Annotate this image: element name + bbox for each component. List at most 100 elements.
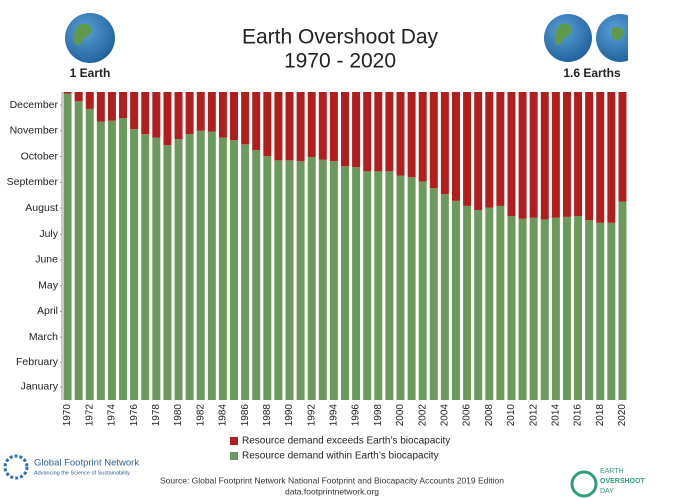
- bar-segment: [74, 101, 83, 400]
- source: Source: Global Footprint Network Nationa…: [160, 475, 504, 485]
- bar-segment: [63, 93, 72, 400]
- bar-segment: [585, 92, 594, 221]
- bar-segment: [562, 216, 571, 400]
- x-tick-label: 1976: [129, 404, 140, 427]
- bar-segment: [618, 201, 627, 400]
- bar-segment: [85, 108, 94, 400]
- bar-segment: [63, 92, 72, 94]
- bar-segment: [529, 217, 538, 400]
- bar-segment: [574, 216, 583, 400]
- bar-segment: [119, 118, 128, 400]
- x-tick-label: 1982: [195, 404, 206, 427]
- y-tick-label: October: [21, 150, 59, 162]
- bar-segment: [540, 92, 549, 220]
- bar-segment: [163, 145, 172, 400]
- bar-segment: [429, 188, 438, 400]
- logo-text: Advancing the Science of Sustainability: [34, 470, 130, 476]
- bar-segment: [196, 92, 205, 131]
- bar-segment: [440, 194, 449, 400]
- x-tick-label: 2014: [551, 404, 562, 427]
- y-tick-label: February: [16, 356, 59, 368]
- logo-text: Global Footprint Network: [34, 458, 139, 469]
- bar-segment: [218, 137, 227, 400]
- bar-segment: [585, 220, 594, 400]
- bar-segment: [252, 92, 261, 151]
- logo: [3, 454, 598, 498]
- y-tick-label: December: [10, 99, 59, 111]
- x-tick-label: 2000: [395, 404, 406, 427]
- globe-label: 1.6 Earths: [563, 66, 621, 80]
- x-tick-label: 1998: [373, 404, 384, 427]
- bar-segment: [551, 92, 560, 218]
- y-tick-label: August: [25, 202, 58, 214]
- bar-segment: [318, 92, 327, 160]
- x-tick-label: 2008: [484, 404, 495, 427]
- bar-segment: [296, 161, 305, 400]
- bar-segment: [385, 171, 394, 400]
- y-tick-label: May: [38, 279, 59, 291]
- bar-segment: [85, 92, 94, 109]
- bar-segment: [352, 167, 361, 400]
- y-tick-label: March: [29, 331, 58, 343]
- x-tick-label: 1990: [284, 404, 295, 427]
- bar-segment: [474, 92, 483, 211]
- logo-text: EARTH: [600, 468, 624, 475]
- bar-segment: [285, 160, 294, 400]
- bar-segment: [96, 121, 105, 401]
- globe-label: 1 Earth: [70, 66, 111, 80]
- chart-title: Earth Overshoot Day: [242, 26, 439, 49]
- bar-segment: [107, 92, 116, 121]
- bar-segment: [596, 92, 605, 223]
- legend-swatch: [230, 452, 238, 460]
- bar-segment: [363, 92, 372, 172]
- chart-subtitle: 1970 - 2020: [284, 50, 396, 73]
- bar-segment: [141, 92, 150, 135]
- bar-segment: [207, 92, 216, 132]
- bar-segment: [407, 92, 416, 178]
- bar-segment: [274, 92, 283, 161]
- bar-segment: [474, 210, 483, 400]
- bar-segment: [607, 92, 616, 223]
- bar-segment: [174, 92, 183, 140]
- bar-segment: [418, 181, 427, 400]
- bar-segment: [307, 156, 316, 400]
- bar-segment: [463, 205, 472, 400]
- bar-segment: [463, 92, 472, 206]
- bar-segment: [152, 137, 161, 400]
- x-tick-label: 2012: [528, 404, 539, 427]
- logo-text: OVERSHOOT: [600, 478, 645, 485]
- legend-label: Resource demand exceeds Earth’s biocapac…: [242, 436, 450, 447]
- bar-segment: [374, 171, 383, 400]
- logo-text: DAY: [600, 488, 614, 495]
- bar-segment: [207, 131, 216, 400]
- x-tick-label: 1984: [218, 404, 229, 427]
- bar-segment: [451, 200, 460, 400]
- x-tick-label: 1988: [262, 404, 273, 427]
- bar-segment: [296, 92, 305, 162]
- bar-segment: [518, 92, 527, 219]
- bar-segment: [352, 92, 361, 168]
- bar-segment: [529, 92, 538, 218]
- bar-segment: [141, 134, 150, 401]
- bar-segment: [318, 159, 327, 400]
- x-tick-label: 1974: [107, 404, 118, 427]
- bar-segment: [230, 92, 239, 141]
- bar-segment: [285, 92, 294, 161]
- bar-segment: [574, 92, 583, 217]
- x-tick-label: 2018: [595, 404, 606, 427]
- bar-segment: [396, 175, 405, 400]
- x-tick-label: 2006: [462, 404, 473, 427]
- bar-segment: [507, 92, 516, 217]
- bar-segment: [196, 130, 205, 400]
- y-tick-label: January: [21, 381, 59, 393]
- source-url: data.footprintnetwork.org: [285, 486, 379, 496]
- x-tick-label: 1980: [173, 404, 184, 427]
- bar-segment: [185, 134, 194, 401]
- bar-segment: [307, 92, 316, 157]
- bar-segment: [451, 92, 460, 201]
- bar-segment: [562, 92, 571, 217]
- bar-segment: [341, 92, 349, 167]
- bar-segment: [152, 92, 161, 138]
- y-tick-label: September: [7, 176, 59, 188]
- y-tick-label: April: [37, 305, 58, 317]
